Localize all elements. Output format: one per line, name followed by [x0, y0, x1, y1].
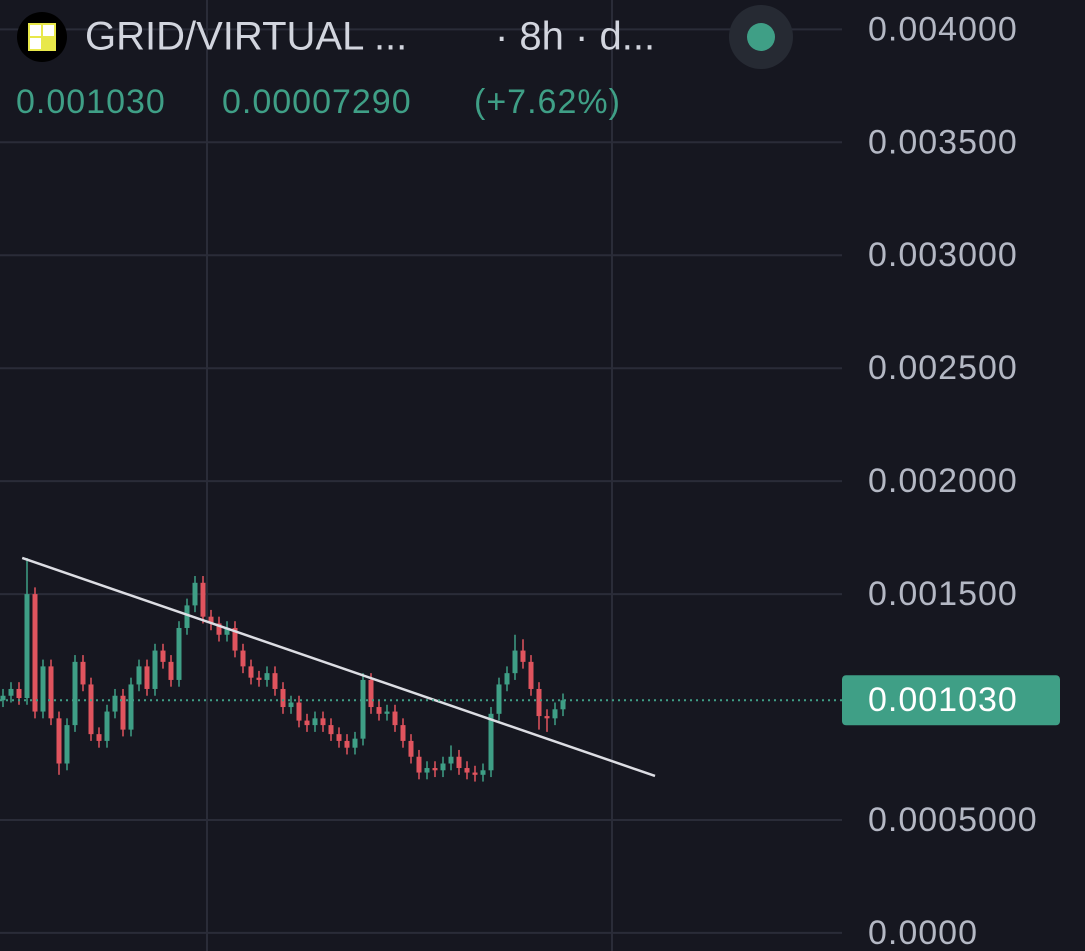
candle-body — [8, 688, 14, 696]
candle-body — [416, 756, 422, 773]
icon-square — [30, 38, 41, 49]
candle-body — [528, 661, 534, 689]
candle-body — [440, 763, 446, 771]
candle-body — [504, 673, 510, 685]
candle-body — [96, 734, 102, 741]
y-tick-label: 0.002000 — [868, 462, 1018, 500]
candle-body — [128, 684, 134, 730]
candle-body — [120, 695, 126, 730]
candle-body — [16, 688, 22, 699]
last-price-box — [842, 675, 1060, 726]
y-tick-label: 0.002500 — [868, 349, 1018, 387]
candle-body — [432, 768, 438, 771]
candle-body — [472, 772, 478, 775]
y-axis: 0.0000 0.0005000 0.001500 0.002000 0.002500 0… — [842, 10, 1060, 951]
candle-body — [0, 695, 6, 701]
trendline — [21, 556, 656, 778]
candle-body — [280, 688, 286, 708]
candle-body — [312, 718, 318, 726]
candle-body — [232, 627, 238, 651]
grid — [0, 28, 842, 934]
symbol-title: GRID/VIRTUAL ... — [85, 15, 407, 59]
candle-body — [424, 768, 430, 773]
candle-body — [360, 679, 366, 739]
y-tick-label: 0.003500 — [868, 123, 1018, 161]
candle-body — [88, 684, 94, 735]
candle-body — [344, 740, 350, 748]
candle-body — [376, 707, 382, 714]
y-tick-label: 0.001500 — [868, 575, 1018, 613]
candle-body — [152, 650, 158, 689]
y-tick-label: 0.003000 — [868, 236, 1018, 274]
last-price-label: 0.001030 — [868, 681, 1018, 719]
candle-body — [512, 650, 518, 674]
candle-body — [464, 768, 470, 773]
candle-body — [408, 740, 414, 757]
price-change: 0.00007290 — [222, 83, 412, 121]
candle-body — [272, 673, 278, 689]
status-dot — [747, 23, 775, 51]
candle-body — [320, 718, 326, 726]
candle-body — [264, 673, 270, 680]
candle-body — [184, 605, 190, 628]
candle-body — [288, 702, 294, 708]
plot-area — [0, 556, 842, 782]
y-tick-label: 0.004000 — [868, 10, 1018, 48]
candle-body — [296, 702, 302, 721]
candle-body — [552, 709, 558, 719]
candle-body — [384, 711, 390, 714]
last-price: 0.001030 — [16, 83, 166, 121]
candle-body — [136, 666, 142, 685]
candle-body — [72, 661, 78, 726]
candle-body — [392, 711, 398, 726]
candle-body — [520, 650, 526, 662]
y-tick-label: 0.0005000 — [868, 801, 1038, 839]
candle-body — [48, 666, 54, 719]
candle-body — [240, 650, 246, 667]
candle-body — [104, 711, 110, 741]
header: GRID/VIRTUAL ... · 8h · d... 0.001030 0.… — [16, 5, 793, 121]
candle-body — [480, 770, 486, 775]
interval: · 8h · d... — [495, 15, 655, 59]
candle-body — [256, 677, 262, 680]
candle-body — [544, 716, 550, 719]
candle-body — [208, 616, 214, 624]
candle-body — [488, 713, 494, 771]
candle-body — [112, 695, 118, 712]
y-tick-label: 0.0000 — [868, 914, 978, 951]
candle-body — [160, 650, 166, 662]
candle-body — [328, 725, 334, 735]
icon-square — [30, 25, 41, 36]
candle-body — [368, 679, 374, 708]
candle-body — [560, 700, 566, 710]
icon-square — [43, 25, 54, 36]
candle-body — [248, 666, 254, 678]
candle-body — [336, 734, 342, 741]
candle-body — [304, 720, 310, 726]
candle-body — [200, 582, 206, 617]
candle-body — [64, 725, 70, 764]
candle-body — [192, 582, 198, 606]
candle-body — [224, 627, 230, 635]
candle-body — [400, 725, 406, 741]
candle-body — [80, 661, 86, 685]
candle-body — [40, 666, 46, 712]
candle-body — [216, 623, 222, 635]
candle-body — [456, 756, 462, 769]
candle-body — [352, 738, 358, 748]
candle-body — [536, 688, 542, 717]
candle-body — [144, 666, 150, 689]
candle-body — [168, 661, 174, 680]
candle-body — [496, 684, 502, 714]
candle-body — [176, 627, 182, 680]
candle-body — [448, 756, 454, 764]
price-change-percent: (+7.62%) — [474, 83, 621, 121]
candle-body — [32, 594, 38, 712]
candle-body — [24, 594, 30, 699]
candle-body — [56, 718, 62, 764]
